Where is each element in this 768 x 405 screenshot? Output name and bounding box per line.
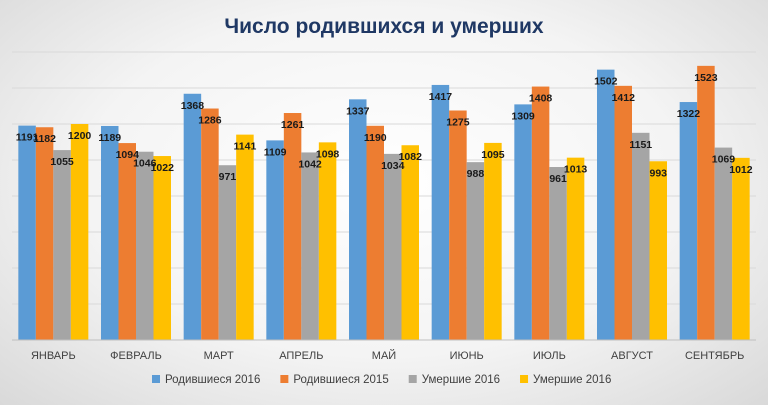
bar — [679, 102, 698, 340]
data-label: 1013 — [564, 164, 588, 176]
data-label: 1191 — [16, 132, 39, 144]
data-label: 1141 — [234, 141, 257, 153]
bar — [614, 85, 632, 340]
data-label: 971 — [219, 171, 237, 183]
bar — [236, 134, 254, 340]
data-label: 1095 — [481, 149, 505, 161]
data-label: 1042 — [298, 158, 322, 170]
data-label: 1082 — [399, 151, 423, 163]
data-label: 1412 — [612, 92, 636, 104]
bar — [35, 127, 54, 341]
bar — [18, 125, 36, 341]
bar — [466, 162, 485, 340]
x-tick-label: ИЮНЬ — [450, 350, 484, 362]
bar — [153, 156, 171, 340]
data-label: 1094 — [116, 149, 140, 161]
data-label: 1523 — [694, 72, 718, 84]
data-label: 1189 — [98, 132, 121, 144]
data-label: 1337 — [346, 105, 370, 117]
bar — [531, 86, 550, 340]
bar — [484, 142, 502, 340]
bar — [301, 152, 319, 340]
data-label: 1098 — [316, 148, 340, 160]
bar — [318, 142, 337, 340]
bar — [201, 108, 219, 341]
data-label: 1182 — [33, 133, 56, 145]
x-tick-label: ФЕВРАЛЬ — [110, 350, 162, 362]
data-label: 1151 — [629, 139, 652, 151]
x-tick-label: СЕНТЯБРЬ — [685, 350, 744, 362]
legend-swatch — [280, 375, 289, 383]
data-label: 1502 — [594, 76, 618, 88]
x-tick-label: АПРЕЛЬ — [279, 350, 323, 362]
bar — [597, 69, 615, 340]
legend-swatch — [520, 375, 529, 383]
bar — [549, 167, 567, 340]
bar — [449, 110, 467, 340]
bar — [349, 99, 367, 340]
bar — [566, 157, 585, 340]
bar — [70, 124, 89, 340]
data-label: 988 — [467, 168, 485, 180]
bar — [514, 104, 532, 340]
legend: Родившиеся 2016 Родившиеся 2015 Умершие 20… — [152, 374, 611, 386]
data-label: 1200 — [68, 130, 92, 142]
legend-swatch — [152, 375, 160, 383]
data-label: 993 — [649, 167, 667, 179]
data-label: 1261 — [281, 119, 305, 131]
bar — [714, 147, 733, 340]
data-label: 1408 — [529, 93, 553, 105]
data-label: 961 — [549, 173, 567, 185]
legend-label: Умершие 2016 — [422, 374, 500, 386]
bar — [431, 84, 450, 340]
data-label: 1286 — [198, 115, 222, 127]
data-label: 1368 — [181, 100, 205, 112]
x-tick-labels: ЯНВАРЬ ФЕВРАЛЬ МАРТ АПРЕЛЬ МАЙ ИЮНЬ ИЮЛЬ АВГУСТ… — [31, 349, 744, 362]
data-label: 1012 — [729, 164, 753, 176]
bar — [101, 125, 119, 340]
data-label: 1046 — [133, 158, 157, 170]
legend-label: Родившиеся 2016 — [165, 374, 260, 386]
data-label: 1109 — [264, 146, 287, 158]
bar — [401, 145, 419, 340]
bar — [183, 93, 202, 340]
data-label: 1309 — [511, 110, 535, 122]
data-label: 1055 — [50, 156, 74, 168]
data-label: 1034 — [381, 160, 405, 172]
bar — [366, 125, 384, 340]
x-tick-label: МАРТ — [204, 350, 234, 362]
bar — [632, 132, 650, 340]
bar — [384, 153, 402, 340]
legend-swatch — [408, 375, 417, 383]
chart-title: Число родившихся и умерших — [224, 15, 544, 38]
bar — [266, 140, 284, 340]
data-label: 1417 — [429, 91, 453, 103]
x-tick-label: МАЙ — [372, 349, 396, 362]
data-label: 1069 — [712, 154, 736, 166]
bar — [218, 165, 237, 340]
x-tick-label: АВГУСТ — [611, 350, 653, 362]
bar — [283, 113, 302, 341]
x-tick-label: ИЮЛЬ — [533, 350, 566, 362]
bar — [118, 143, 136, 340]
bars — [18, 65, 750, 341]
x-tick-label: ЯНВАРЬ — [31, 350, 76, 362]
bar — [697, 65, 715, 341]
data-label: 1322 — [677, 108, 701, 120]
bar — [732, 157, 750, 340]
bar — [136, 151, 154, 340]
legend-label: Родившиеся 2015 — [293, 374, 388, 386]
data-label: 1022 — [151, 162, 175, 174]
bar — [649, 161, 667, 340]
data-label: 1190 — [364, 132, 387, 144]
legend-label: Умершие 2016 — [533, 374, 611, 386]
data-label: 1275 — [446, 117, 470, 129]
bar — [53, 150, 71, 340]
